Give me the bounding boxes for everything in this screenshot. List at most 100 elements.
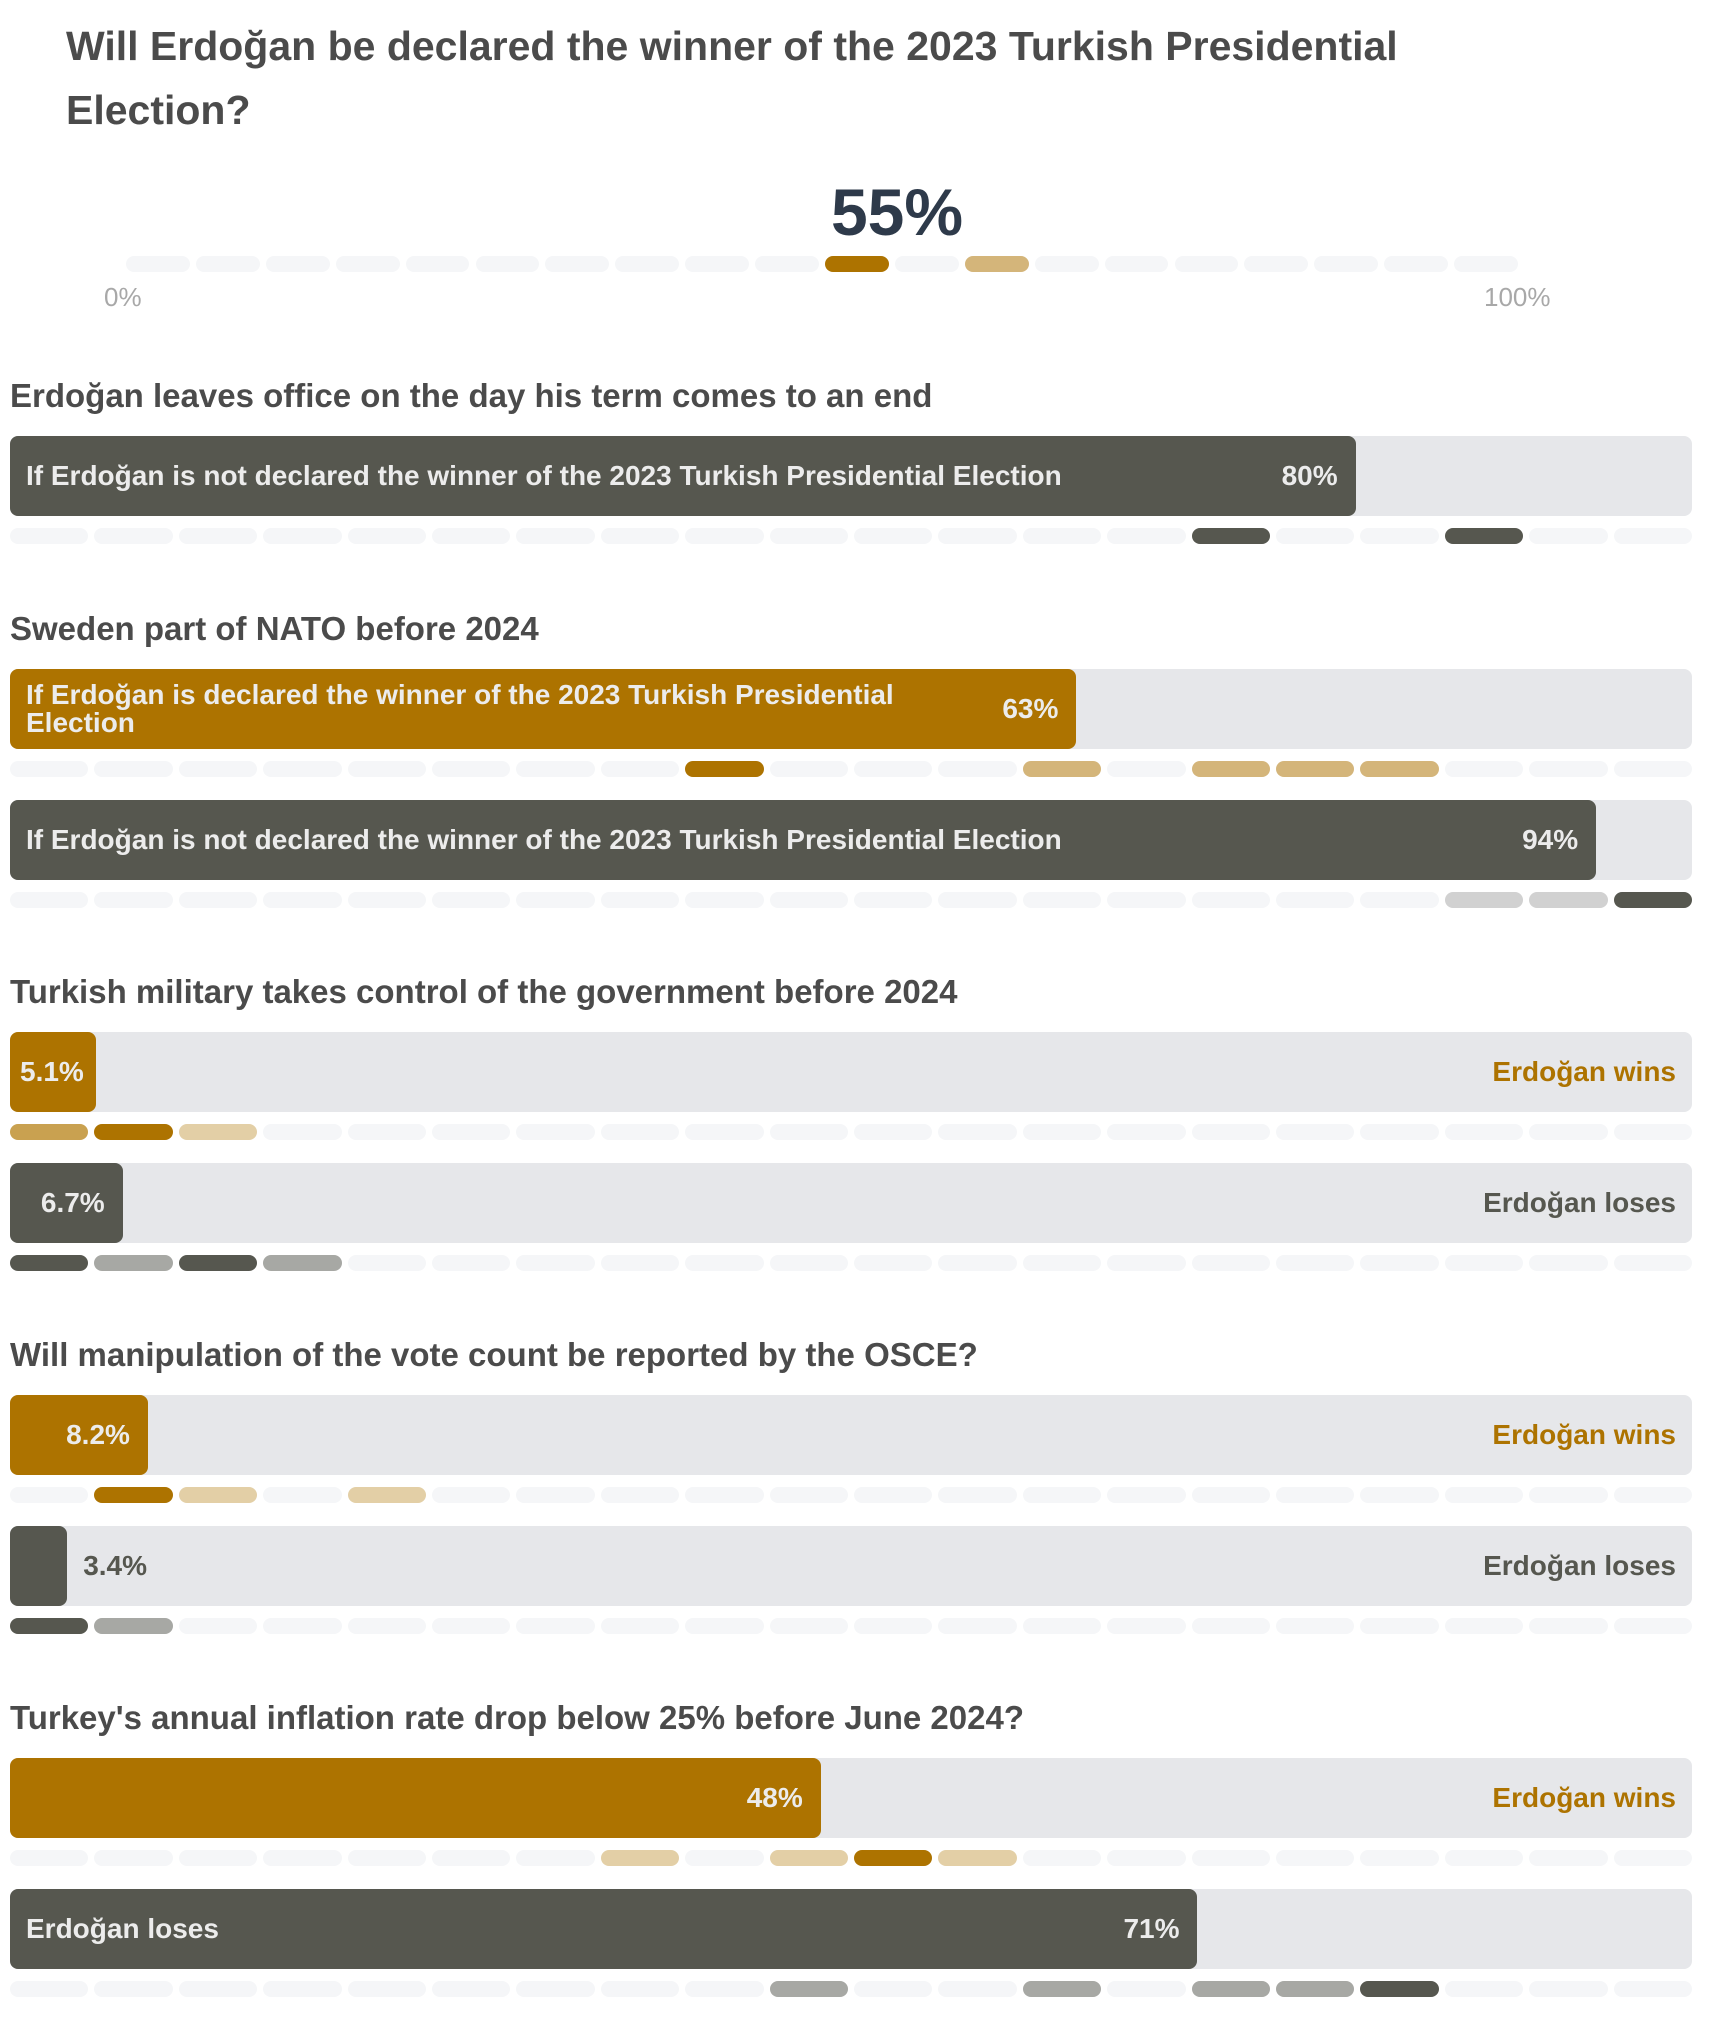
distribution-segment-highlight bbox=[1529, 892, 1608, 908]
bar-percent-label: 6.7% bbox=[40, 1187, 105, 1218]
distribution-segment bbox=[1529, 1487, 1608, 1503]
distribution-segment bbox=[178, 1618, 258, 1634]
conditional-bar[interactable]: 3.4% Erdoğan loses bbox=[10, 1526, 1692, 1606]
distribution-segment bbox=[516, 892, 595, 908]
distribution-segment bbox=[1444, 1981, 1524, 1997]
distribution-segment bbox=[1529, 1124, 1608, 1140]
distribution-strip bbox=[10, 528, 1692, 544]
bar-fill bbox=[10, 436, 1356, 516]
distribution-segment bbox=[685, 1981, 764, 1997]
bar-outcome-label: Erdoğan loses bbox=[1483, 1550, 1676, 1581]
distribution-segment bbox=[854, 1981, 933, 1997]
distribution-segment bbox=[1191, 1487, 1270, 1503]
distribution-segment bbox=[347, 892, 426, 908]
distribution-strip bbox=[10, 892, 1692, 908]
distribution-segment bbox=[600, 1124, 680, 1140]
conditional-bar[interactable]: 6.7% Erdoğan loses bbox=[10, 1163, 1692, 1243]
distribution-segment bbox=[263, 1981, 342, 1997]
conditional-bar[interactable]: 8.2% Erdoğan wins bbox=[10, 1395, 1692, 1475]
distribution-segment bbox=[769, 528, 848, 544]
distribution-segment-highlight bbox=[10, 1124, 89, 1140]
distribution-segment bbox=[1107, 1618, 1186, 1634]
distribution-segment bbox=[938, 1487, 1017, 1503]
distribution-segment bbox=[1360, 528, 1439, 544]
distribution-segment bbox=[1444, 1618, 1524, 1634]
distribution-segment bbox=[1529, 761, 1608, 777]
distribution-segment bbox=[1444, 1487, 1524, 1503]
distribution-segment bbox=[769, 1618, 848, 1634]
distribution-strip bbox=[10, 761, 1692, 777]
distribution-segment bbox=[1174, 256, 1239, 272]
distribution-segment bbox=[1034, 256, 1099, 272]
distribution-segment bbox=[1454, 256, 1518, 272]
distribution-segment bbox=[685, 1850, 764, 1866]
distribution-segment bbox=[1529, 1981, 1608, 1997]
distribution-segment bbox=[1276, 1124, 1355, 1140]
distribution-segment bbox=[432, 1981, 511, 1997]
question-title: Turkey's annual inflation rate drop belo… bbox=[10, 1699, 1024, 1736]
distribution-segment bbox=[1613, 1850, 1692, 1866]
distribution-segment bbox=[545, 256, 610, 272]
distribution-segment bbox=[600, 1981, 680, 1997]
distribution-segment bbox=[432, 761, 511, 777]
conditional-bar[interactable]: If Erdoğan is not declared the winner of… bbox=[10, 800, 1692, 880]
distribution-strip bbox=[10, 1255, 1692, 1271]
distribution-segment-highlight bbox=[94, 1255, 173, 1271]
distribution-segment bbox=[516, 1487, 595, 1503]
distribution-segment bbox=[432, 528, 511, 544]
distribution-segment bbox=[475, 256, 540, 272]
distribution-segment bbox=[178, 1850, 258, 1866]
conditional-bar[interactable]: If Erdoğan is not declared the winner of… bbox=[10, 436, 1692, 516]
distribution-segment bbox=[1191, 1618, 1270, 1634]
distribution-segment bbox=[10, 528, 89, 544]
distribution-segment-highlight bbox=[600, 1850, 680, 1866]
distribution-segment-highlight bbox=[1191, 1981, 1270, 1997]
distribution-segment bbox=[126, 256, 190, 272]
distribution-segment-highlight bbox=[178, 1124, 258, 1140]
distribution-segment bbox=[685, 892, 764, 908]
distribution-segment bbox=[1022, 1850, 1102, 1866]
distribution-segment bbox=[600, 528, 680, 544]
distribution-segment bbox=[1444, 1850, 1524, 1866]
distribution-segment bbox=[516, 1850, 595, 1866]
distribution-segment bbox=[10, 1487, 89, 1503]
distribution-segment-highlight bbox=[347, 1487, 426, 1503]
conditional-bar[interactable]: 48% Erdoğan wins bbox=[10, 1758, 1692, 1838]
distribution-segment-highlight bbox=[94, 1618, 173, 1634]
distribution-segment bbox=[685, 256, 750, 272]
distribution-segment bbox=[94, 761, 173, 777]
distribution-segment bbox=[178, 892, 258, 908]
bar-outcome-label: Erdoğan wins bbox=[1492, 1056, 1676, 1087]
distribution-strip bbox=[10, 1850, 1692, 1866]
conditional-bar[interactable]: 5.1% Erdoğan wins bbox=[10, 1032, 1692, 1112]
distribution-segment bbox=[347, 528, 426, 544]
distribution-segment bbox=[854, 1487, 933, 1503]
distribution-segment bbox=[347, 1124, 426, 1140]
distribution-segment bbox=[94, 1850, 173, 1866]
distribution-segment-highlight bbox=[10, 1255, 89, 1271]
distribution-segment bbox=[263, 1618, 342, 1634]
distribution-segment bbox=[94, 1981, 173, 1997]
distribution-segment-highlight bbox=[1444, 892, 1524, 908]
distribution-segment bbox=[516, 1124, 595, 1140]
distribution-segment bbox=[1107, 1850, 1186, 1866]
distribution-segment bbox=[1107, 1255, 1186, 1271]
distribution-segment bbox=[938, 892, 1017, 908]
distribution-segment bbox=[263, 1124, 342, 1140]
bar-fill bbox=[10, 1526, 68, 1606]
distribution-segment-highlight bbox=[1191, 761, 1270, 777]
conditional-bar[interactable]: Erdoğan loses 71% bbox=[10, 1889, 1692, 1969]
distribution-segment bbox=[432, 1618, 511, 1634]
distribution-segment bbox=[685, 1618, 764, 1634]
distribution-segment bbox=[1613, 1124, 1692, 1140]
distribution-segment bbox=[1276, 528, 1355, 544]
distribution-segment bbox=[769, 892, 848, 908]
conditional-bar[interactable]: If Erdoğan is declared the winner of the… bbox=[10, 669, 1692, 749]
distribution-segment bbox=[1360, 1618, 1439, 1634]
distribution-segment bbox=[854, 892, 933, 908]
distribution-segment bbox=[178, 1981, 258, 1997]
distribution-segment-highlight bbox=[1022, 761, 1102, 777]
distribution-segment bbox=[347, 1981, 426, 1997]
distribution-segment bbox=[405, 256, 470, 272]
distribution-segment bbox=[1613, 1487, 1692, 1503]
